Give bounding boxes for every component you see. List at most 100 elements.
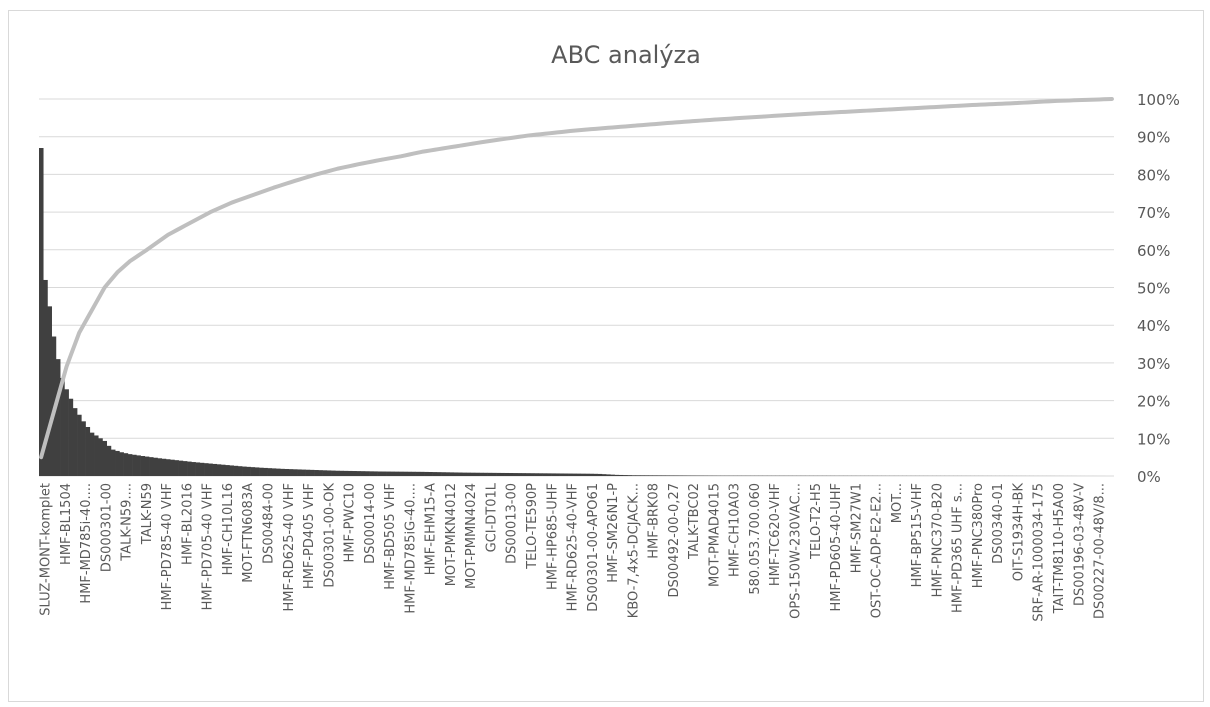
x-tick-label: TELO-T2-H5 — [809, 483, 824, 560]
x-tick-label: HMF-HP685-UHF — [545, 483, 560, 590]
bar — [584, 473, 590, 476]
bar — [639, 475, 645, 476]
bar — [369, 471, 374, 476]
bar — [474, 472, 480, 476]
bar — [288, 469, 294, 476]
bar — [373, 471, 378, 476]
bar — [77, 414, 82, 476]
bar — [479, 472, 484, 476]
x-tick-label: MOT-PMMN4024 — [464, 483, 479, 589]
bar — [572, 473, 577, 476]
x-tick-label: HMF-PD785-40 VHF — [160, 483, 175, 610]
bar — [627, 475, 632, 476]
x-tick-label: TALK-N59 — [140, 483, 155, 545]
x-tick-label: MOT... — [890, 483, 905, 523]
x-tick-label: HMF-SM27W1 — [849, 483, 864, 573]
bar — [182, 461, 188, 476]
x-tick-label: HMF-MD785iG-40.... — [403, 483, 418, 614]
bar — [284, 468, 289, 476]
x-tick-label: TAIT-TM8110-H5A00 — [1052, 483, 1067, 614]
bar — [72, 408, 78, 476]
y-tick-label: 70% — [1137, 204, 1170, 222]
bar — [246, 466, 251, 476]
abc-chart: ABC analýza 0% 10% 20% 30% 40% 50% 60% 70% 80% 90… — [39, 41, 1180, 622]
bar — [68, 398, 74, 476]
bar — [153, 457, 158, 476]
bar — [483, 472, 488, 476]
bar — [47, 306, 52, 476]
gridlines — [39, 98, 1114, 477]
bar — [64, 389, 69, 476]
bar — [449, 472, 455, 476]
bar — [233, 465, 239, 476]
bar — [407, 471, 412, 476]
bar — [43, 279, 48, 476]
bar — [538, 473, 543, 476]
bar — [178, 460, 184, 476]
bar — [276, 468, 281, 476]
x-tick-label: MOT-PMAD4015 — [707, 483, 722, 587]
bar — [123, 453, 129, 476]
bar — [563, 473, 569, 476]
y-tick-label: 40% — [1137, 317, 1170, 335]
bar — [673, 475, 679, 476]
bar — [242, 466, 247, 476]
bar — [220, 464, 226, 476]
y-tick-label: 100% — [1137, 91, 1180, 109]
x-tick-label: HMF-CH10A03 — [728, 483, 743, 577]
bar — [305, 469, 311, 476]
y-tick-label: 20% — [1137, 393, 1170, 411]
bar — [644, 475, 649, 476]
y-tick-label: 60% — [1137, 242, 1170, 260]
bar — [678, 475, 683, 476]
bar — [521, 473, 527, 476]
x-tick-label: HMF-BL2016 — [180, 483, 195, 565]
x-tick-label: OST-OC-ADP-E2-E2... — [870, 483, 885, 618]
bar — [85, 426, 91, 476]
bar — [513, 473, 518, 476]
bar — [144, 456, 150, 476]
bar — [347, 470, 353, 476]
bar — [665, 475, 670, 476]
bar — [682, 475, 687, 476]
cumulative-line-series — [39, 97, 1114, 460]
bar — [555, 473, 560, 476]
bar — [102, 440, 108, 476]
bar — [381, 471, 387, 476]
bar — [157, 458, 163, 476]
x-tick-label: DS00013-00 — [505, 483, 520, 564]
bar — [98, 438, 103, 476]
bar — [106, 445, 112, 476]
bar — [551, 473, 556, 476]
bar — [208, 463, 213, 476]
bar — [263, 467, 268, 476]
bar — [631, 475, 637, 476]
bar — [508, 473, 514, 476]
x-tick-label: DS00014-00 — [363, 483, 378, 564]
x-tick-label: MOT-FTN6083A — [241, 483, 256, 583]
bar — [445, 472, 450, 476]
bar — [60, 377, 65, 476]
bar — [610, 474, 615, 476]
x-tick-label: HMF-BD505 VHF — [383, 483, 398, 590]
bar — [267, 468, 273, 476]
bar — [250, 467, 256, 476]
bar — [525, 473, 531, 476]
bar — [500, 472, 505, 476]
x-tick-label: SLUZ-MONT-komplet — [39, 483, 54, 616]
x-tick-label: HMF-EHM15-A — [424, 483, 439, 575]
bar — [415, 471, 421, 476]
bar — [212, 463, 218, 476]
bar — [568, 473, 573, 476]
bar — [237, 466, 243, 476]
x-tick-label: HMF-RD625-40-VHF — [566, 483, 581, 611]
bar — [623, 475, 628, 476]
bar — [89, 432, 95, 476]
bar — [458, 472, 463, 476]
x-tick-label: HMF-BL1504 — [59, 483, 74, 565]
bar-series — [39, 148, 1106, 476]
bar — [398, 471, 404, 476]
bar — [331, 470, 336, 476]
bar — [318, 470, 323, 476]
bar — [377, 471, 383, 476]
